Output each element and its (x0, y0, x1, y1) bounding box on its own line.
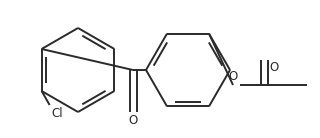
Text: Cl: Cl (52, 107, 63, 120)
Text: O: O (269, 61, 278, 74)
Text: O: O (128, 114, 138, 127)
Text: O: O (228, 70, 238, 83)
